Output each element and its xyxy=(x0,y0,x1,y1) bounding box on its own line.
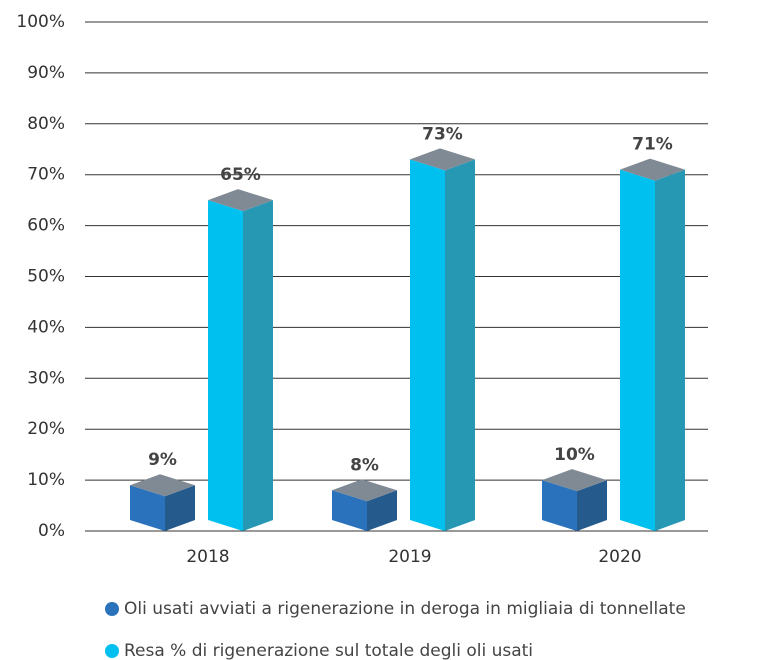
y-tick-label: 60% xyxy=(27,216,65,236)
bar xyxy=(542,469,607,531)
x-tick-label: 2019 xyxy=(388,547,431,567)
y-tick-label: 100% xyxy=(16,12,65,32)
y-tick-label: 10% xyxy=(27,470,65,490)
x-tick-label: 2020 xyxy=(598,547,641,567)
bar xyxy=(410,148,475,531)
y-tick-label: 50% xyxy=(27,267,65,287)
value-label: 71% xyxy=(632,135,673,155)
legend-label: Oli usati avviati a rigenerazione in der… xyxy=(124,599,686,619)
bar-top xyxy=(620,158,685,181)
bar-top xyxy=(332,479,397,502)
bar-front xyxy=(208,200,243,531)
y-tick-label: 20% xyxy=(27,419,65,439)
value-label: 10% xyxy=(554,445,595,465)
bar xyxy=(130,474,195,531)
y-tick-label: 30% xyxy=(27,368,65,388)
x-tick-label: 2018 xyxy=(186,547,229,567)
legend-label: Resa % di rigenerazione sul totale degli… xyxy=(124,641,533,660)
value-label: 73% xyxy=(422,124,463,144)
bar-front xyxy=(620,169,655,532)
bar-side xyxy=(445,159,475,531)
y-tick-label: 90% xyxy=(27,63,65,83)
y-tick-label: 0% xyxy=(38,521,65,541)
bar-top xyxy=(208,189,273,212)
bar-side xyxy=(367,490,397,531)
bar-top xyxy=(410,148,475,171)
legend-swatch xyxy=(105,602,119,616)
y-tick-label: 80% xyxy=(27,114,65,134)
bar-side xyxy=(577,480,607,531)
bar xyxy=(620,158,685,532)
value-label: 9% xyxy=(148,450,177,470)
bar-front xyxy=(332,490,367,531)
legend-swatch xyxy=(105,644,119,658)
bar xyxy=(208,189,273,531)
y-tick-label: 40% xyxy=(27,317,65,337)
bar-side xyxy=(243,200,273,531)
bar-side xyxy=(655,169,685,532)
value-label: 8% xyxy=(350,455,379,475)
bar-front xyxy=(542,480,577,531)
bar-front xyxy=(130,485,165,531)
bar-top xyxy=(130,474,195,497)
bar xyxy=(332,479,397,531)
value-label: 65% xyxy=(220,165,261,185)
y-tick-label: 70% xyxy=(27,165,65,185)
bar-top xyxy=(542,469,607,492)
bar-side xyxy=(165,485,195,531)
bar-front xyxy=(410,159,445,531)
